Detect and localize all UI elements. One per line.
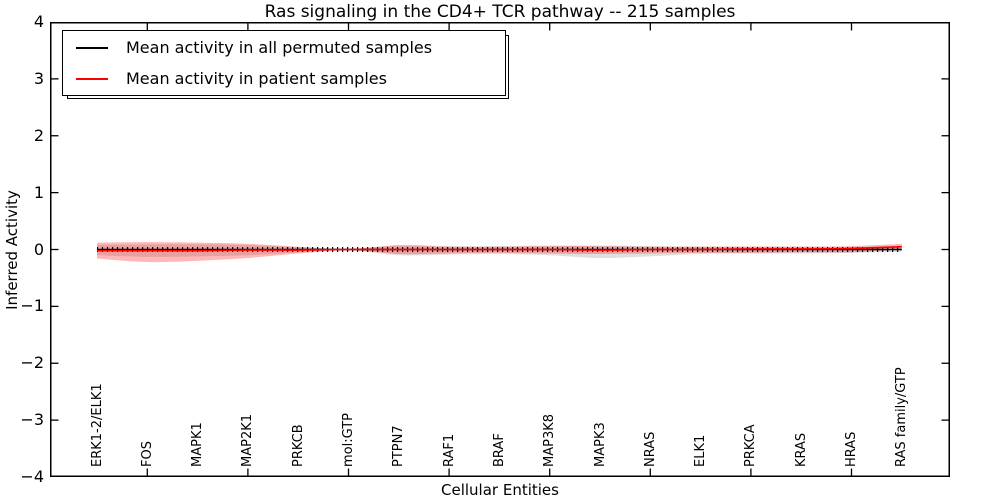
legend-label-patient: Mean activity in patient samples: [126, 69, 387, 88]
x-category-label: mol:GTP: [341, 413, 356, 467]
permuted-line-swatch: [76, 46, 108, 49]
x-category-label: MAPK1: [190, 422, 206, 467]
y-tick-label: 3: [33, 68, 44, 88]
y-tick-label: 2: [33, 125, 44, 145]
x-category-label: RAS family/GTP: [894, 367, 910, 467]
legend: Mean activity in all permuted samples Me…: [62, 30, 506, 96]
x-category-label: MAP3K8: [542, 413, 558, 467]
y-tick-label: 0: [33, 239, 44, 259]
legend-item-patient: Mean activity in patient samples: [63, 63, 505, 94]
x-category-label: ELK1: [693, 434, 709, 467]
patient-line-swatch: [76, 77, 108, 80]
x-category-label: BRAF: [491, 433, 507, 467]
axes-frame: [50, 22, 950, 477]
x-category-label: MAPK3: [592, 422, 608, 467]
x-category-label: HRAS: [844, 431, 859, 467]
plot-area: [50, 22, 950, 477]
y-tick-label: −3: [20, 410, 44, 430]
legend-label-permuted: Mean activity in all permuted samples: [126, 38, 433, 57]
legend-item-permuted: Mean activity in all permuted samples: [63, 32, 505, 63]
x-axis-title: Cellular Entities: [441, 481, 559, 499]
permuted-confidence-band: [97, 244, 902, 259]
x-category-label: PRKCB: [290, 424, 306, 467]
y-tick-label: −2: [20, 353, 44, 373]
y-tick-label: 1: [33, 182, 44, 202]
patient-confidence-band: [97, 242, 902, 263]
y-tick-label: −1: [20, 296, 44, 316]
patient-mean-line: [97, 245, 902, 252]
x-category-label: ERK1-2/ELK1: [89, 383, 105, 467]
x-category-label: FOS: [139, 441, 155, 467]
y-tick-label: −4: [20, 467, 44, 486]
chart-title: Ras signaling in the CD4+ TCR pathway --…: [264, 2, 736, 22]
x-category-label: NRAS: [642, 431, 658, 467]
x-category-label: MAP2K1: [240, 413, 256, 467]
x-category-label: RAF1: [441, 433, 457, 467]
x-category-label: PRKCA: [743, 424, 759, 467]
x-category-label: KRAS: [793, 432, 809, 467]
y-axis-title: Inferred Activity: [3, 190, 21, 310]
y-tick-label: 4: [33, 12, 44, 31]
x-category-label: PTPN7: [391, 425, 407, 467]
